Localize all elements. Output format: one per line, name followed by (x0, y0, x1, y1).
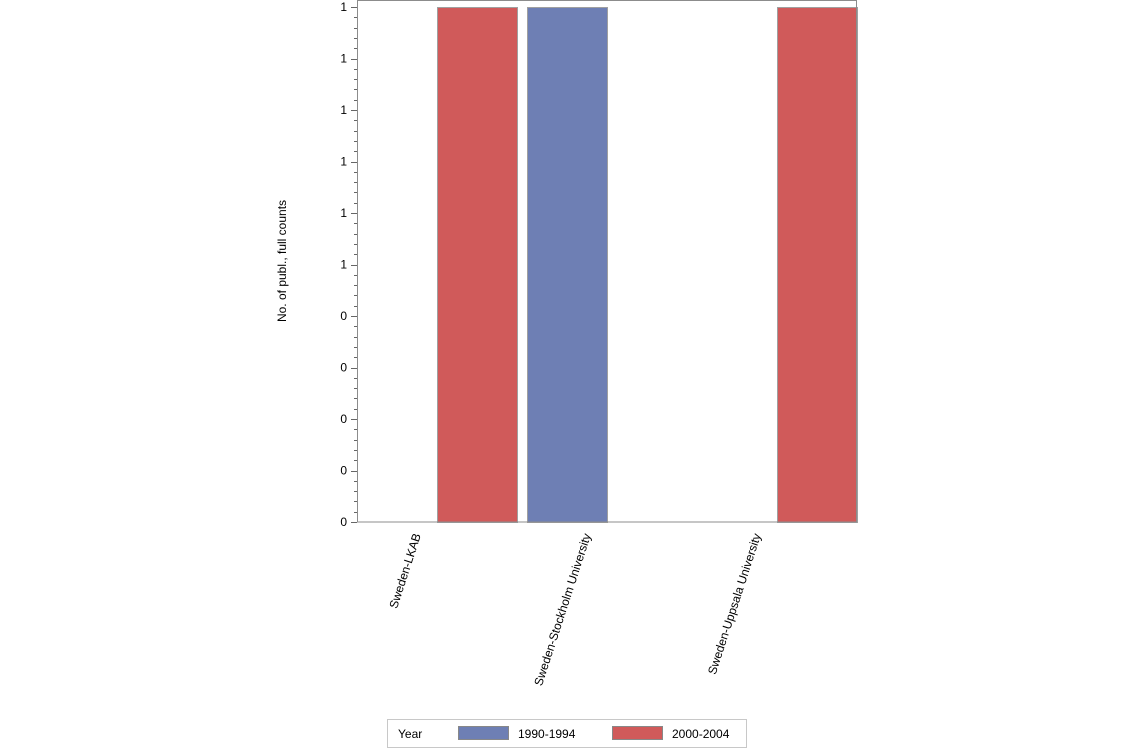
y-tick-label: 1 (340, 52, 347, 66)
y-tick-label: 1 (340, 103, 347, 117)
y-tick-label: 0 (340, 515, 347, 529)
y-tick-label: 1 (340, 258, 347, 272)
y-axis-label: No. of publ., full counts (275, 200, 289, 322)
y-tick-label: 1 (340, 206, 347, 220)
x-tick-label: Sweden-LKAB (386, 532, 423, 611)
legend-swatch-1990-1994 (458, 726, 509, 740)
bar-2000-2004-sweden-lkab (437, 7, 518, 523)
y-tick-label: 0 (340, 464, 347, 478)
plot-frame (357, 0, 857, 523)
y-tick-label: 1 (340, 0, 347, 14)
legend: Year 1990-1994 2000-2004 (387, 719, 747, 748)
y-tick-label: 0 (340, 309, 347, 323)
bar-2000-2004-sweden-uppsala-university (777, 7, 858, 523)
y-tick-label: 0 (340, 412, 347, 426)
y-tick-label: 1 (340, 155, 347, 169)
x-tick-label: Sweden-Stockholm University (531, 532, 594, 688)
y-tick-label: 0 (340, 361, 347, 375)
bar-1990-1994-sweden-stockholm-university (527, 7, 608, 523)
legend-label-1990-1994: 1990-1994 (518, 727, 576, 741)
legend-swatch-2000-2004 (612, 726, 663, 740)
legend-label-2000-2004: 2000-2004 (672, 727, 730, 741)
x-tick-label: Sweden-Uppsala University (705, 532, 764, 677)
legend-title: Year (398, 727, 422, 741)
